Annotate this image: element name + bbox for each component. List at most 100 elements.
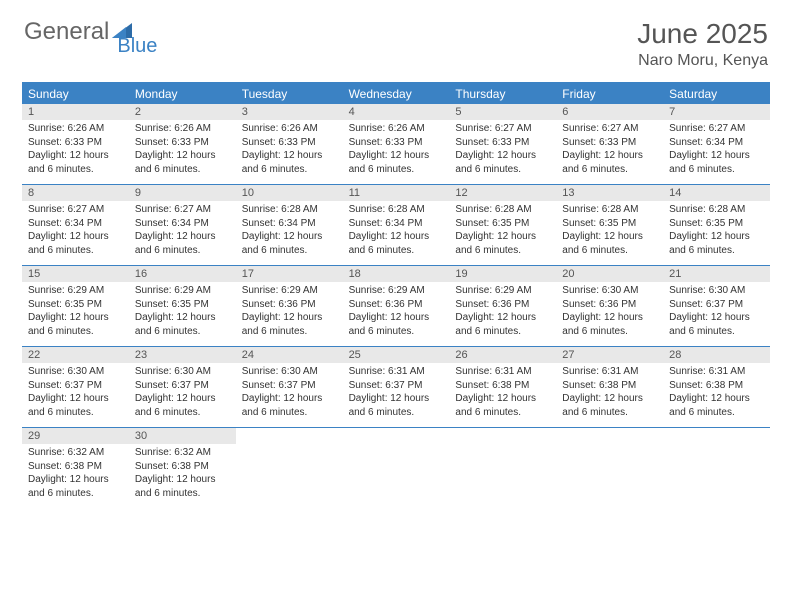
day-content: Sunrise: 6:28 AMSunset: 6:35 PMDaylight:… (556, 201, 663, 257)
empty-cell (556, 428, 663, 508)
day-cell: 28Sunrise: 6:31 AMSunset: 6:38 PMDayligh… (663, 347, 770, 427)
day-cell: 13Sunrise: 6:28 AMSunset: 6:35 PMDayligh… (556, 185, 663, 265)
sunset-line: Sunset: 6:33 PM (242, 136, 337, 150)
daylight-line: Daylight: 12 hours and 6 minutes. (562, 311, 657, 338)
sunset-line: Sunset: 6:33 PM (28, 136, 123, 150)
sunset-line: Sunset: 6:38 PM (669, 379, 764, 393)
day-number: 29 (22, 428, 129, 444)
day-cell: 30Sunrise: 6:32 AMSunset: 6:38 PMDayligh… (129, 428, 236, 508)
day-number: 7 (663, 104, 770, 120)
sunset-line: Sunset: 6:35 PM (135, 298, 230, 312)
daylight-line: Daylight: 12 hours and 6 minutes. (28, 230, 123, 257)
day-cell: 17Sunrise: 6:29 AMSunset: 6:36 PMDayligh… (236, 266, 343, 346)
day-cell: 10Sunrise: 6:28 AMSunset: 6:34 PMDayligh… (236, 185, 343, 265)
day-content: Sunrise: 6:27 AMSunset: 6:33 PMDaylight:… (556, 120, 663, 176)
day-cell: 27 Sunrise: 6:31 AMSunset: 6:38 PMDayligh… (556, 347, 663, 427)
day-number: 18 (343, 266, 450, 282)
day-cell: 2Sunrise: 6:26 AMSunset: 6:33 PMDaylight… (129, 104, 236, 184)
daylight-line: Daylight: 12 hours and 6 minutes. (455, 311, 550, 338)
day-content: Sunrise: 6:28 AMSunset: 6:34 PMDaylight:… (343, 201, 450, 257)
day-content: Sunrise: 6:27 AMSunset: 6:34 PMDaylight:… (22, 201, 129, 257)
day-number: 3 (236, 104, 343, 120)
day-cell: 4Sunrise: 6:26 AMSunset: 6:33 PMDaylight… (343, 104, 450, 184)
day-header: Wednesday (343, 84, 450, 104)
day-number: 15 (22, 266, 129, 282)
day-content: Sunrise: 6:29 AMSunset: 6:36 PMDaylight:… (236, 282, 343, 338)
sunrise-line: Sunrise: 6:27 AM (669, 122, 764, 136)
day-number: 21 (663, 266, 770, 282)
day-header: Thursday (449, 84, 556, 104)
calendar: SundayMondayTuesdayWednesdayThursdayFrid… (22, 82, 770, 508)
day-number: 2 (129, 104, 236, 120)
sunrise-line: Sunrise: 6:31 AM (562, 365, 657, 379)
day-content: Sunrise: 6:31 AMSunset: 6:37 PMDaylight:… (343, 363, 450, 419)
sunset-line: Sunset: 6:37 PM (242, 379, 337, 393)
week-row: 22Sunrise: 6:30 AMSunset: 6:37 PMDayligh… (22, 347, 770, 428)
daylight-line: Daylight: 12 hours and 6 minutes. (455, 230, 550, 257)
day-number: 13 (556, 185, 663, 201)
sunset-line: Sunset: 6:38 PM (135, 460, 230, 474)
day-number: 14 (663, 185, 770, 201)
sunrise-line: Sunrise: 6:29 AM (455, 284, 550, 298)
sunset-line: Sunset: 6:34 PM (135, 217, 230, 231)
day-content: Sunrise: 6:27 AMSunset: 6:34 PMDaylight:… (663, 120, 770, 176)
sunset-line: Sunset: 6:38 PM (562, 379, 657, 393)
sunset-line: Sunset: 6:33 PM (349, 136, 444, 150)
day-cell: 21Sunrise: 6:30 AMSunset: 6:37 PMDayligh… (663, 266, 770, 346)
daylight-line: Daylight: 12 hours and 6 minutes. (349, 149, 444, 176)
sunrise-line: Sunrise: 6:27 AM (562, 122, 657, 136)
sunrise-line: Sunrise: 6:26 AM (28, 122, 123, 136)
day-cell: 18Sunrise: 6:29 AMSunset: 6:36 PMDayligh… (343, 266, 450, 346)
day-content: Sunrise: 6:30 AMSunset: 6:37 PMDaylight:… (22, 363, 129, 419)
title-block: June 2025 Naro Moru, Kenya (637, 18, 768, 70)
sunrise-line: Sunrise: 6:30 AM (669, 284, 764, 298)
daylight-line: Daylight: 12 hours and 6 minutes. (669, 311, 764, 338)
sunrise-line: Sunrise: 6:28 AM (669, 203, 764, 217)
sunrise-line: Sunrise: 6:32 AM (28, 446, 123, 460)
day-number: 9 (129, 185, 236, 201)
sunset-line: Sunset: 6:35 PM (562, 217, 657, 231)
week-row: 29Sunrise: 6:32 AMSunset: 6:38 PMDayligh… (22, 428, 770, 508)
sunrise-line: Sunrise: 6:31 AM (349, 365, 444, 379)
sunset-line: Sunset: 6:36 PM (242, 298, 337, 312)
day-number: 12 (449, 185, 556, 201)
day-header: Saturday (663, 84, 770, 104)
sunrise-line: Sunrise: 6:27 AM (135, 203, 230, 217)
day-cell: 23Sunrise: 6:30 AMSunset: 6:37 PMDayligh… (129, 347, 236, 427)
daylight-line: Daylight: 12 hours and 6 minutes. (562, 230, 657, 257)
day-cell: 9Sunrise: 6:27 AMSunset: 6:34 PMDaylight… (129, 185, 236, 265)
daylight-line: Daylight: 12 hours and 6 minutes. (135, 473, 230, 500)
day-cell: 3Sunrise: 6:26 AMSunset: 6:33 PMDaylight… (236, 104, 343, 184)
day-content: Sunrise: 6:32 AMSunset: 6:38 PMDaylight:… (22, 444, 129, 500)
sunrise-line: Sunrise: 6:28 AM (455, 203, 550, 217)
sunset-line: Sunset: 6:38 PM (28, 460, 123, 474)
day-content: Sunrise: 6:30 AMSunset: 6:37 PMDaylight:… (129, 363, 236, 419)
day-content: Sunrise: 6:26 AMSunset: 6:33 PMDaylight:… (22, 120, 129, 176)
sunset-line: Sunset: 6:33 PM (135, 136, 230, 150)
daylight-line: Daylight: 12 hours and 6 minutes. (669, 230, 764, 257)
daylight-line: Daylight: 12 hours and 6 minutes. (135, 392, 230, 419)
day-cell: 25Sunrise: 6:31 AMSunset: 6:37 PMDayligh… (343, 347, 450, 427)
sunset-line: Sunset: 6:33 PM (455, 136, 550, 150)
day-headers-row: SundayMondayTuesdayWednesdayThursdayFrid… (22, 84, 770, 104)
daylight-line: Daylight: 12 hours and 6 minutes. (562, 392, 657, 419)
day-content: Sunrise: 6:29 AMSunset: 6:35 PMDaylight:… (22, 282, 129, 338)
day-number: 6 (556, 104, 663, 120)
day-cell: 7Sunrise: 6:27 AMSunset: 6:34 PMDaylight… (663, 104, 770, 184)
day-header: Tuesday (236, 84, 343, 104)
empty-cell (663, 428, 770, 508)
day-number: 5 (449, 104, 556, 120)
day-cell: 24Sunrise: 6:30 AMSunset: 6:37 PMDayligh… (236, 347, 343, 427)
day-content: Sunrise: 6:31 AMSunset: 6:38 PMDaylight:… (663, 363, 770, 419)
day-number: 27 (556, 347, 663, 363)
sunrise-line: Sunrise: 6:30 AM (242, 365, 337, 379)
day-number: 16 (129, 266, 236, 282)
empty-cell (236, 428, 343, 508)
daylight-line: Daylight: 12 hours and 6 minutes. (349, 230, 444, 257)
sunset-line: Sunset: 6:34 PM (242, 217, 337, 231)
sunrise-line: Sunrise: 6:30 AM (135, 365, 230, 379)
day-content: Sunrise: 6:28 AMSunset: 6:35 PMDaylight:… (663, 201, 770, 257)
sunset-line: Sunset: 6:35 PM (28, 298, 123, 312)
empty-cell (449, 428, 556, 508)
sunset-line: Sunset: 6:36 PM (562, 298, 657, 312)
